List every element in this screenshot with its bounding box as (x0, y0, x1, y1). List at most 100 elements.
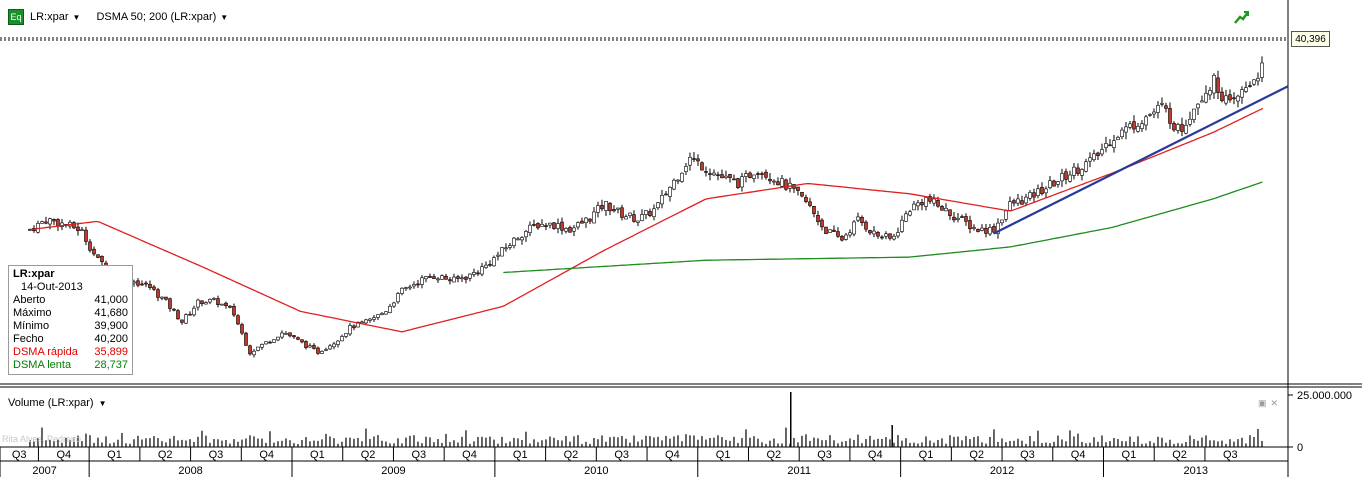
candle-body (896, 232, 900, 237)
candle-body (616, 207, 620, 210)
candle-body (624, 216, 628, 220)
candle-body (340, 336, 344, 342)
candle-body (1164, 105, 1168, 109)
candle-body (232, 306, 236, 316)
candle-body (368, 318, 372, 321)
candle-body (468, 273, 472, 279)
candle-body (676, 179, 680, 182)
candle-body (1056, 181, 1060, 185)
candle-body (184, 314, 188, 324)
candle-body (1048, 180, 1052, 188)
candle-body (816, 215, 820, 222)
candle-body (680, 172, 684, 182)
candle-body (432, 276, 436, 279)
volume-bars (29, 392, 1263, 447)
candle-body (716, 174, 720, 177)
candle-body (80, 229, 84, 232)
x-quarter-label: Q2 (1172, 449, 1187, 461)
candle-body (260, 344, 264, 348)
candle-body (584, 217, 588, 224)
candle-body (796, 186, 800, 191)
equity-icon[interactable]: Eq (8, 9, 24, 25)
candle-body (876, 232, 880, 237)
candle-body (252, 350, 256, 356)
candle-body (1188, 118, 1192, 125)
x-quarter-label: Q4 (56, 449, 71, 461)
candle-body (176, 310, 180, 320)
candle-body (760, 173, 764, 175)
candle-body (568, 227, 572, 233)
candle-body (964, 216, 968, 222)
candle-body (828, 229, 832, 233)
candle-body (408, 286, 412, 289)
candle-body (664, 193, 668, 196)
candle-body (256, 346, 260, 351)
x-quarter-label: Q3 (12, 449, 27, 461)
candle-body (804, 197, 808, 202)
x-quarter-label: Q3 (1020, 449, 1035, 461)
info-row: DSMA lenta 28,737 (13, 359, 128, 372)
info-row-value: 35,899 (94, 346, 128, 358)
info-row-value: 28,737 (94, 359, 128, 371)
candle-body (612, 209, 616, 212)
info-row-value: 39,900 (94, 320, 128, 332)
candle-body (996, 222, 1000, 235)
candle-body (296, 337, 300, 340)
candle-body (320, 351, 324, 354)
candle-body (480, 266, 484, 275)
candle-body (1124, 126, 1128, 133)
candle-body (168, 298, 172, 309)
candle-body (1016, 198, 1020, 204)
x-year-label: 2008 (178, 465, 202, 477)
candle-body (180, 319, 184, 323)
trend-up-icon[interactable] (1234, 10, 1250, 24)
info-row-label: Fecho (13, 333, 44, 345)
candle-body (316, 347, 320, 354)
candle-body (736, 178, 740, 188)
candle-body (1112, 140, 1116, 148)
candle-body (328, 345, 332, 350)
candle-body (1148, 114, 1152, 116)
candle-body (536, 223, 540, 229)
maximize-icon[interactable]: ▣ (1258, 398, 1267, 408)
symbol-selector[interactable]: LR:xpar ▼ (30, 11, 80, 23)
candle-body (688, 157, 692, 166)
candle-body (512, 237, 516, 246)
candle-body (192, 307, 196, 316)
candle-body (728, 174, 732, 178)
candle-body (44, 221, 48, 224)
candle-body (556, 223, 560, 229)
candle-body (500, 247, 504, 257)
close-icon[interactable]: ✕ (1270, 398, 1279, 408)
candle-body (880, 236, 884, 239)
candle-body (528, 224, 532, 233)
candle-body (940, 205, 944, 211)
candle-body (652, 208, 656, 217)
indicator-selector[interactable]: DSMA 50; 200 (LR:xpar) ▼ (96, 11, 228, 23)
candle-body (740, 176, 744, 188)
info-row-label: DSMA rápida (13, 346, 78, 358)
candle-body (356, 321, 360, 328)
info-row: DSMA rápida 35,899 (13, 346, 128, 359)
candle-body (748, 172, 752, 179)
candle-body (352, 325, 356, 329)
x-quarter-label: Q3 (209, 449, 224, 461)
candle-body (812, 205, 816, 214)
candle-body (40, 221, 44, 224)
candle-body (380, 313, 384, 316)
candle-body (1168, 108, 1172, 124)
candle-body (244, 332, 248, 346)
volume-panel-selector[interactable]: Volume (LR:xpar) ▼ (8, 397, 107, 409)
candle-body (860, 217, 864, 223)
candlesticks (28, 56, 1264, 358)
x-quarter-label: Q1 (513, 449, 528, 461)
candle-body (952, 216, 956, 221)
x-quarter-label: Q2 (158, 449, 173, 461)
candle-body (1224, 95, 1228, 104)
candle-body (824, 226, 828, 234)
candle-body (872, 230, 876, 235)
candle-body (1156, 105, 1160, 113)
candle-body (576, 222, 580, 228)
candle-body (1060, 173, 1064, 182)
